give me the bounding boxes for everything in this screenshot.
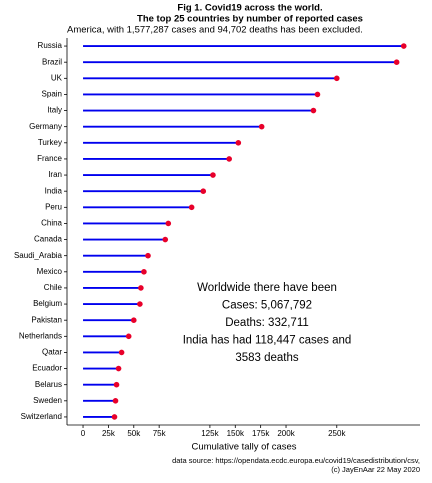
y-tick-label: Canada [34, 235, 63, 244]
dot [400, 43, 407, 49]
x-tick-label: 125k [201, 429, 219, 438]
x-tick-label: 175k [252, 429, 270, 438]
dot [141, 269, 147, 275]
y-tick-label: Russia [38, 41, 63, 50]
y-tick-label: Sweden [33, 396, 62, 405]
x-tick-label: 0 [81, 429, 86, 438]
x-axis-label: Cumulative tally of cases [191, 442, 296, 453]
x-tick-label: 250k [328, 429, 346, 438]
annotation: Worldwide there have been [197, 282, 337, 294]
dot [258, 123, 265, 130]
y-tick-label: Qatar [42, 348, 62, 357]
chart-subtitle: America, with 1,577,287 cases and 94,702… [67, 25, 363, 36]
caption: data source: https://opendata.ecdc.europ… [172, 456, 420, 465]
y-tick-label: Iran [48, 170, 62, 179]
chart-title: Fig 1. Covid19 across the world. [177, 3, 322, 14]
dot [125, 333, 132, 340]
x-tick-label: 150k [227, 429, 245, 438]
y-tick-label: Switzerland [21, 412, 62, 421]
dot [165, 220, 172, 227]
y-tick-label: UK [51, 73, 63, 82]
dot [210, 172, 216, 178]
dot [115, 365, 122, 372]
y-tick-label: Belgium [33, 299, 62, 308]
dot [145, 252, 151, 259]
y-tick-label: Chile [44, 283, 63, 292]
x-tick-label: 25k [102, 429, 116, 438]
y-tick-label: Netherlands [19, 331, 62, 340]
dot [112, 398, 119, 404]
annotation: Cases: 5,067,792 [222, 300, 312, 312]
y-tick-label: Brazil [42, 57, 62, 66]
dot [393, 59, 400, 65]
y-tick-label: Mexico [37, 267, 63, 276]
y-tick-label: Ecuador [32, 364, 62, 373]
x-tick-label: 200k [277, 429, 295, 438]
y-tick-label: China [41, 219, 62, 228]
dot [310, 107, 317, 114]
dot [137, 301, 143, 307]
x-tick-label: 75k [153, 429, 167, 438]
y-tick-label: Pakistan [31, 315, 62, 324]
y-tick-label: India [45, 186, 63, 195]
dot [162, 236, 169, 243]
dot [333, 75, 340, 82]
y-tick-label: Italy [47, 106, 62, 115]
dot [314, 91, 321, 98]
dot [200, 188, 207, 194]
dot [235, 140, 242, 146]
x-tick-label: 50k [127, 429, 141, 438]
y-tick-label: Spain [42, 90, 62, 99]
y-tick-label: Germany [29, 122, 62, 131]
annotation: Deaths: 332,711 [225, 317, 309, 329]
dot [130, 317, 137, 323]
dot [111, 414, 118, 420]
y-tick-label: Belarus [35, 380, 62, 389]
dot [138, 285, 144, 291]
caption: (c) JayEnAar 22 May 2020 [331, 465, 420, 474]
dot [188, 204, 195, 211]
chart-title: The top 25 countries by number of report… [137, 14, 363, 25]
y-tick-label: France [37, 154, 62, 163]
annotation: India has had 118,447 cases and [183, 335, 352, 347]
y-tick-label: Turkey [38, 138, 62, 147]
y-tick-label: Peru [45, 202, 62, 211]
dot [226, 156, 232, 162]
annotation: 3583 deaths [235, 352, 299, 364]
dot [118, 349, 125, 356]
y-tick-label: Saudi_Arabia [14, 251, 63, 260]
dot [113, 381, 120, 388]
